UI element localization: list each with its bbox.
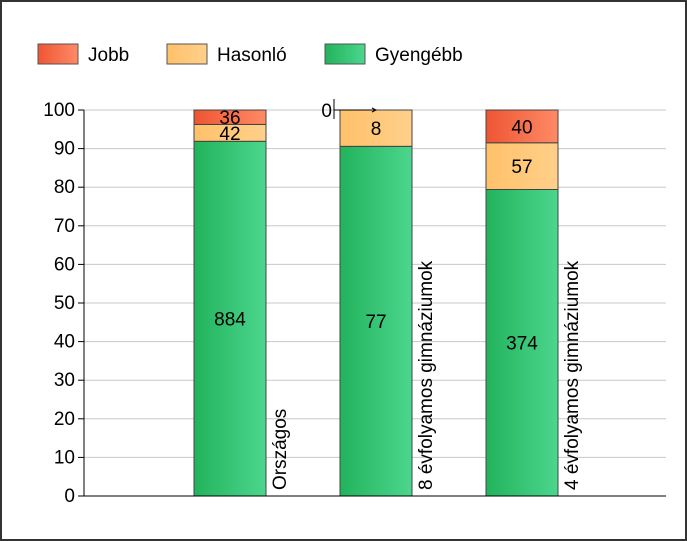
data-label-jobb: 0 — [321, 101, 332, 122]
legend-swatch-hasonlo — [166, 43, 208, 65]
y-tick-label: 80 — [54, 177, 75, 198]
y-tick-label: 0 — [64, 486, 75, 507]
y-tick-label: 30 — [54, 370, 75, 391]
data-label-jobb: 40 — [511, 117, 532, 138]
y-tick-label: 100 — [43, 100, 75, 121]
bar-segment-gyengebb — [193, 140, 267, 497]
bar-segment-jobb — [485, 109, 559, 144]
legend-swatch-gyengebb — [324, 43, 366, 65]
bar-segment-hasonlo — [485, 142, 559, 190]
y-tick-label: 70 — [54, 216, 75, 237]
y-tick-label: 20 — [54, 409, 75, 430]
legend-label-jobb: Jobb — [88, 45, 129, 66]
y-tick-label: 10 — [54, 447, 75, 468]
legend: Jobb Hasonló Gyengébb — [37, 43, 463, 66]
y-axis-ticks: 0 10 20 30 40 50 60 70 80 90 100 — [43, 100, 84, 507]
data-label-hasonlo: 42 — [219, 124, 240, 145]
data-label-gyengebb: 374 — [506, 334, 538, 355]
category-label: 8 évfolyamos gimnáziumok — [416, 260, 437, 490]
bar-segment-hasonlo — [339, 109, 413, 147]
data-label-hasonlo: 8 — [371, 119, 382, 140]
bar-segment-gyengebb — [339, 145, 413, 497]
bar-segment-jobb — [193, 109, 267, 125]
y-tick-label: 50 — [54, 293, 75, 314]
legend-swatch-jobb — [37, 43, 79, 65]
y-tick-label: 90 — [54, 139, 75, 160]
legend-label-gyengebb: Gyengébb — [375, 45, 463, 66]
data-label-jobb: 36 — [219, 108, 240, 129]
category-label: Országos — [270, 409, 291, 490]
data-label-gyengebb: 77 — [365, 312, 386, 333]
bar-segment-gyengebb — [485, 188, 559, 497]
category-labels: Országos 8 évfolyamos gimnáziumok 4 évfoly… — [270, 260, 583, 490]
data-label-hasonlo: 57 — [511, 157, 532, 178]
y-tick-label: 40 — [54, 332, 75, 353]
category-label: 4 évfolyamos gimnáziumok — [562, 260, 583, 490]
callout-arrowhead — [371, 107, 378, 113]
legend-label-hasonlo: Hasonló — [217, 45, 287, 66]
y-tick-label: 60 — [54, 254, 75, 275]
data-label-gyengebb: 884 — [214, 310, 246, 331]
